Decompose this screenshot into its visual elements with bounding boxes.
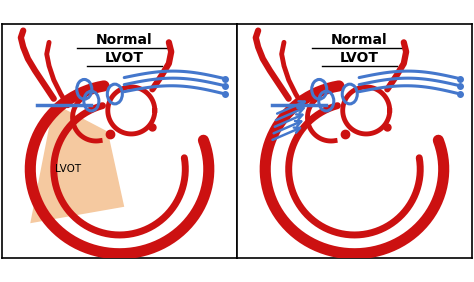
Text: LVOT: LVOT	[105, 50, 144, 65]
Text: Normal: Normal	[96, 33, 153, 47]
Text: Normal: Normal	[331, 33, 387, 47]
Text: LVOT: LVOT	[55, 164, 81, 174]
Polygon shape	[30, 103, 124, 223]
Text: LVOT: LVOT	[340, 50, 379, 65]
